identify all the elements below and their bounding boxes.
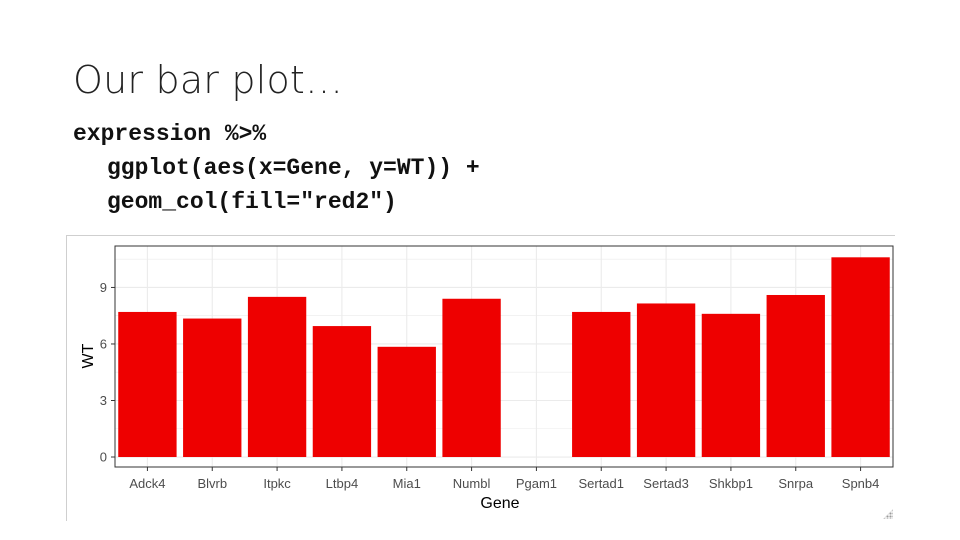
y-axis-ticks: 0 3 6 9 [100, 280, 115, 465]
slide-title: Our bar plot… [73, 58, 344, 102]
y-tick-label: 6 [100, 336, 107, 351]
bar-shkbp1 [701, 313, 761, 458]
x-axis-ticks: Adck4 Blvrb Itpkc Ltbp4 Mia1 Numbl Pgam1 Sertad… [129, 467, 879, 491]
x-tick-label: Itpkc [263, 476, 291, 491]
x-tick-label: Mia1 [393, 476, 421, 491]
bar-chart: 0 3 6 9 Adck4 Blvrb Itpkc Ltbp4 Mia1 Numbl Pgam1 S… [80, 245, 894, 512]
x-tick-label: Numbl [453, 476, 491, 491]
bar-itpkc [247, 296, 307, 458]
x-tick-label: Spnb4 [842, 476, 880, 491]
bar-sertad1 [572, 311, 631, 458]
bar-spnb4 [831, 257, 890, 458]
bars [118, 257, 890, 458]
code-block: expression %>% ggplot(aes(x=Gene, y=WT)) … [73, 117, 480, 219]
resize-grip-icon[interactable] [883, 509, 893, 519]
x-tick-label: Blvrb [197, 476, 227, 491]
code-line-ggplot: ggplot(aes(x=Gene, y=WT)) + [107, 155, 480, 181]
bar-adck4 [118, 311, 177, 458]
panel-border [114, 245, 894, 468]
x-tick-label: Pgam1 [516, 476, 557, 491]
code-line-geom-col: geom_col(fill="red2") [107, 189, 397, 215]
y-tick-label: 0 [100, 450, 107, 465]
bar-ltbp4 [312, 326, 372, 458]
y-tick-label: 9 [100, 280, 107, 295]
x-tick-label: Ltbp4 [326, 476, 359, 491]
bar-mia1 [377, 346, 436, 458]
bar-numbl [442, 298, 501, 458]
code-line-pipe: expression %>% [73, 121, 267, 147]
bar-snrpa [766, 294, 825, 458]
y-axis-title: WT [80, 343, 97, 368]
x-tick-label: Adck4 [129, 476, 165, 491]
x-tick-label: Sertad1 [578, 476, 624, 491]
chart-screenshot: 0 3 6 9 Adck4 Blvrb Itpkc Ltbp4 Mia1 Numbl Pgam1 S… [66, 235, 895, 521]
x-tick-label: Shkbp1 [709, 476, 753, 491]
bar-sertad3 [636, 303, 696, 458]
x-axis-title: Gene [480, 495, 519, 512]
y-tick-label: 3 [100, 393, 107, 408]
bar-blvrb [183, 318, 242, 458]
x-tick-label: Snrpa [778, 476, 813, 491]
x-tick-label: Sertad3 [643, 476, 689, 491]
